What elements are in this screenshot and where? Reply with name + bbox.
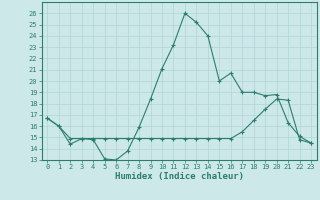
X-axis label: Humidex (Indice chaleur): Humidex (Indice chaleur)	[115, 172, 244, 181]
